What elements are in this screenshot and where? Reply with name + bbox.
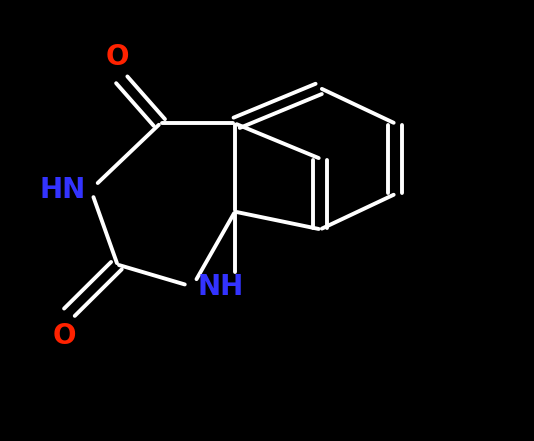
Text: O: O	[52, 322, 76, 350]
Text: HN: HN	[39, 176, 85, 204]
Text: NH: NH	[198, 273, 244, 301]
Text: O: O	[106, 43, 129, 71]
